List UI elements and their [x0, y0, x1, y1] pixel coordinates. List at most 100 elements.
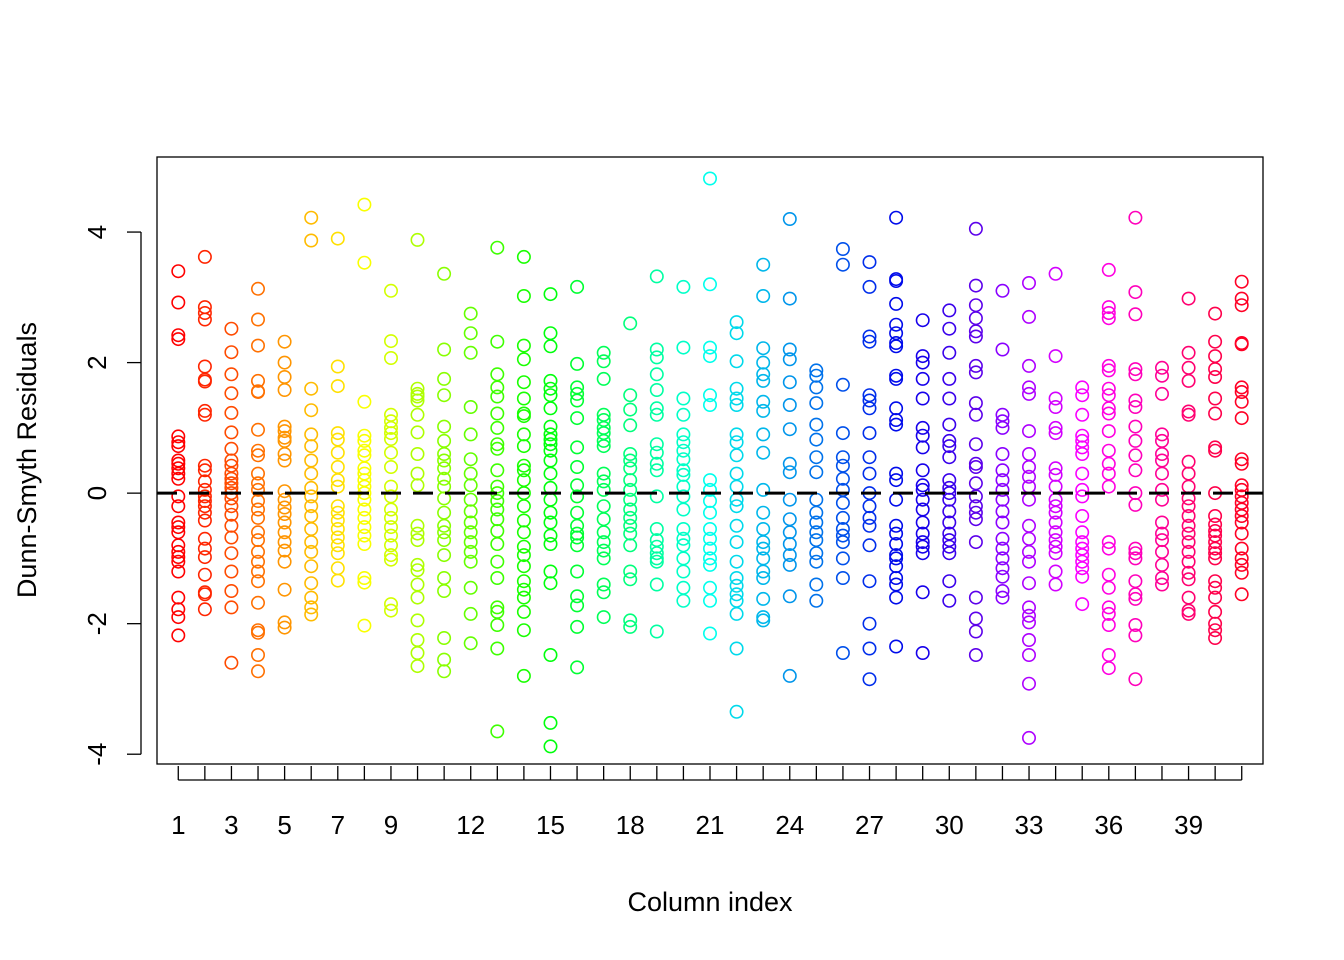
data-point-col2-8: [197, 407, 212, 422]
data-point-col19-18: [649, 577, 664, 592]
data-point-col41-18: [1234, 526, 1249, 541]
data-point-col22-8: [729, 448, 744, 463]
data-point-col27-18: [862, 672, 877, 687]
data-point-col37-12: [1128, 497, 1143, 512]
data-point-col1-12: [171, 489, 186, 504]
data-point-col9-18: [383, 552, 398, 567]
data-point-col32-10: [995, 504, 1010, 519]
data-point-col37-17: [1128, 587, 1143, 602]
data-point-col26-6: [835, 471, 850, 486]
data-point-col21-10: [702, 521, 717, 536]
data-point-col35-17: [1075, 569, 1090, 584]
data-point-col9-17: [383, 548, 398, 563]
data-point-col34-4: [1048, 420, 1063, 435]
data-point-col1-8: [171, 456, 186, 471]
data-point-col37-0: [1128, 210, 1143, 225]
data-point-col32-5: [995, 446, 1010, 461]
data-point-col20-8: [676, 463, 691, 478]
data-point-col21-17: [702, 626, 717, 641]
data-point-col4-17: [251, 544, 266, 559]
data-point-col4-21: [251, 595, 266, 610]
data-point-col37-14: [1128, 546, 1143, 561]
data-point-col31-6: [968, 358, 983, 373]
data-point-col33-8: [1021, 469, 1036, 484]
data-point-col15-3: [543, 373, 558, 388]
data-point-col41-20: [1234, 551, 1249, 566]
data-point-col16-0: [570, 279, 585, 294]
data-point-col36-12: [1101, 456, 1116, 471]
data-point-col27-15: [862, 574, 877, 589]
data-point-col18-12: [623, 518, 638, 533]
data-point-col4-12: [251, 493, 266, 508]
data-point-col28-25: [889, 639, 904, 654]
data-point-col22-20: [729, 606, 744, 621]
data-point-col37-18: [1128, 591, 1143, 606]
data-point-col18-17: [623, 613, 638, 628]
data-point-col25-14: [809, 554, 824, 569]
data-point-col34-2: [1048, 391, 1063, 406]
data-point-col19-15: [649, 546, 664, 561]
data-point-col16-19: [570, 660, 585, 675]
data-point-col17-20: [596, 610, 611, 625]
data-point-col23-1: [756, 288, 771, 303]
data-point-col14-7: [516, 409, 531, 424]
data-point-col29-16: [915, 539, 930, 554]
data-point-col28-14: [889, 473, 904, 488]
data-point-col3-23: [224, 655, 239, 670]
data-point-col27-7: [862, 426, 877, 441]
data-point-col15-11: [543, 443, 558, 458]
data-point-col23-20: [756, 613, 771, 628]
data-point-col9-20: [383, 603, 398, 618]
y-tick-label: -4: [82, 743, 112, 766]
data-point-col36-9: [1101, 406, 1116, 421]
data-point-col34-13: [1048, 525, 1063, 540]
data-point-col3-20: [224, 564, 239, 579]
data-point-col20-3: [676, 407, 691, 422]
data-point-col25-4: [809, 417, 824, 432]
data-point-col20-2: [676, 391, 691, 406]
data-point-col15-4: [543, 381, 558, 396]
data-point-col16-8: [570, 478, 585, 493]
data-point-col39-3: [1181, 373, 1196, 388]
data-point-col24-5: [782, 397, 797, 412]
data-point-col35-8: [1075, 482, 1090, 497]
data-point-col18-4: [623, 446, 638, 461]
data-point-col4-2: [251, 338, 266, 353]
data-point-col36-1: [1101, 300, 1116, 315]
data-point-col31-19: [968, 590, 983, 605]
data-point-col31-12: [968, 459, 983, 474]
data-point-col4-8: [251, 448, 266, 463]
data-point-col36-19: [1101, 600, 1116, 615]
data-point-col16-18: [570, 619, 585, 634]
data-point-col6-1: [304, 233, 319, 248]
data-point-col11-16: [437, 548, 452, 563]
data-point-col18-16: [623, 572, 638, 587]
data-point-col23-0: [756, 257, 771, 272]
data-point-col8-15: [357, 520, 372, 535]
data-point-col40-10: [1208, 508, 1223, 523]
data-point-col28-12: [889, 417, 904, 432]
data-point-col1-2: [171, 328, 186, 343]
data-point-col41-7: [1234, 394, 1249, 409]
data-point-col40-15: [1208, 541, 1223, 556]
data-point-col3-10: [224, 471, 239, 486]
data-point-col7-9: [330, 499, 345, 514]
data-point-col26-14: [835, 570, 850, 585]
data-point-col23-6: [756, 394, 771, 409]
data-point-col37-10: [1128, 463, 1143, 478]
data-point-col41-0: [1234, 274, 1249, 289]
data-point-col3-0: [224, 321, 239, 336]
data-point-col30-1: [942, 321, 957, 336]
data-point-col26-1: [835, 257, 850, 272]
data-point-col29-13: [915, 515, 930, 530]
data-point-col19-0: [649, 269, 664, 284]
data-point-col8-16: [357, 528, 372, 543]
data-point-col20-0: [676, 279, 691, 294]
data-point-col2-19: [197, 541, 212, 556]
data-point-col40-22: [1208, 616, 1223, 631]
data-point-col15-0: [543, 287, 558, 302]
data-point-col10-17: [410, 613, 425, 628]
data-point-col17-18: [596, 577, 611, 592]
data-point-col33-20: [1021, 647, 1036, 662]
data-point-col7-7: [330, 473, 345, 488]
